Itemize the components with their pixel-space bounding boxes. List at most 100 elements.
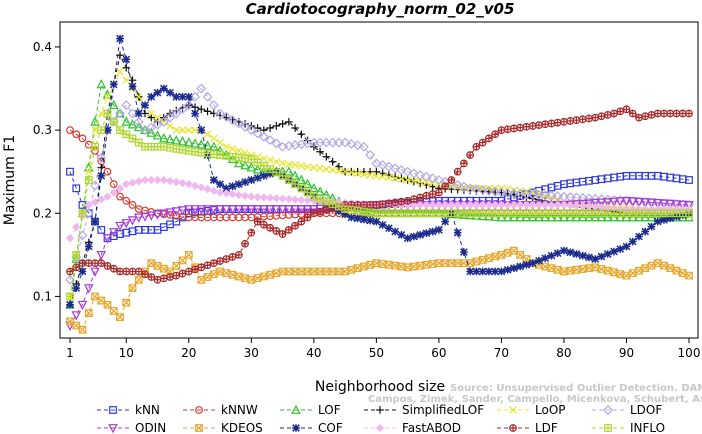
data-point <box>460 248 468 256</box>
data-point <box>103 300 112 309</box>
data-point <box>259 161 268 170</box>
legend-item-loop: LoOP <box>497 403 566 417</box>
data-point <box>152 130 163 140</box>
data-point <box>353 169 362 178</box>
data-point <box>265 205 275 215</box>
data-point <box>91 292 99 301</box>
data-point <box>478 138 487 147</box>
data-point <box>159 175 168 185</box>
data-point <box>152 210 163 220</box>
data-point <box>335 207 343 216</box>
data-point <box>447 176 456 184</box>
data-point <box>447 182 456 190</box>
data-point <box>383 161 394 172</box>
data-point <box>347 213 356 222</box>
data-point <box>378 221 387 229</box>
data-point <box>97 259 106 267</box>
data-point <box>97 109 105 118</box>
series-layer <box>65 34 694 334</box>
data-point <box>358 141 369 152</box>
data-point <box>497 267 506 276</box>
data-point <box>465 183 476 194</box>
legend-item-inflo: INFLO <box>592 421 665 434</box>
data-point <box>572 116 581 124</box>
data-point <box>196 83 207 94</box>
data-point <box>259 172 268 180</box>
data-point <box>303 196 312 205</box>
data-point <box>628 269 637 278</box>
data-point <box>116 34 124 43</box>
x-tick-label: 20 <box>181 346 196 360</box>
data-point <box>609 197 619 208</box>
data-point <box>428 227 437 236</box>
data-point <box>278 267 287 276</box>
data-point <box>478 200 487 210</box>
data-point <box>272 227 281 235</box>
legend-label: ODIN <box>135 421 166 434</box>
data-point <box>472 200 481 210</box>
data-point <box>452 209 463 219</box>
data-point <box>622 105 631 114</box>
data-point <box>477 210 488 221</box>
data-point <box>360 170 368 178</box>
data-point <box>616 270 625 278</box>
data-point <box>428 260 437 268</box>
data-point <box>172 93 181 101</box>
data-point <box>516 250 525 259</box>
data-point <box>121 219 132 229</box>
data-point <box>103 167 112 176</box>
data-point <box>172 217 181 226</box>
data-point <box>90 116 100 126</box>
data-point <box>253 124 262 132</box>
data-point <box>410 177 418 185</box>
data-point <box>215 108 226 119</box>
data-point <box>622 242 631 251</box>
data-point <box>278 120 287 128</box>
data-point <box>585 114 593 123</box>
data-point <box>153 275 162 284</box>
data-point <box>441 200 450 210</box>
data-point <box>646 198 657 208</box>
data-point <box>66 292 74 301</box>
data-point <box>146 127 157 137</box>
data-point <box>234 251 243 259</box>
data-point <box>108 99 119 110</box>
legend-label: kNNW <box>221 403 258 417</box>
data-point <box>259 193 268 202</box>
data-point <box>116 267 124 276</box>
legend-item-knn: kNN <box>97 403 160 417</box>
data-point <box>271 138 282 149</box>
data-point <box>78 134 87 143</box>
y-tick-label: 0.2 <box>33 206 52 220</box>
data-point <box>560 267 568 276</box>
data-point <box>666 264 675 273</box>
data-point <box>452 180 463 190</box>
legend-label: LoOP <box>535 403 566 417</box>
data-point <box>460 159 468 168</box>
data-point <box>371 158 382 169</box>
series-inflo <box>66 109 693 301</box>
data-point <box>365 150 376 161</box>
data-point <box>122 180 131 189</box>
data-point <box>366 260 375 269</box>
data-point <box>503 200 512 210</box>
data-point <box>240 191 250 200</box>
data-point <box>647 261 656 270</box>
data-point <box>397 197 406 206</box>
data-point <box>353 264 362 273</box>
data-point <box>621 196 632 207</box>
data-point <box>491 130 500 139</box>
x-tick-label: 30 <box>244 346 259 360</box>
data-point <box>266 169 274 178</box>
data-point <box>116 313 124 322</box>
data-point <box>191 109 199 118</box>
data-point <box>260 154 268 163</box>
data-point <box>615 197 626 207</box>
data-point <box>528 122 537 130</box>
data-point <box>84 259 93 267</box>
data-point <box>665 199 676 210</box>
data-point <box>228 115 237 124</box>
data-point <box>372 167 381 176</box>
data-point <box>596 194 607 205</box>
data-point <box>366 201 375 209</box>
